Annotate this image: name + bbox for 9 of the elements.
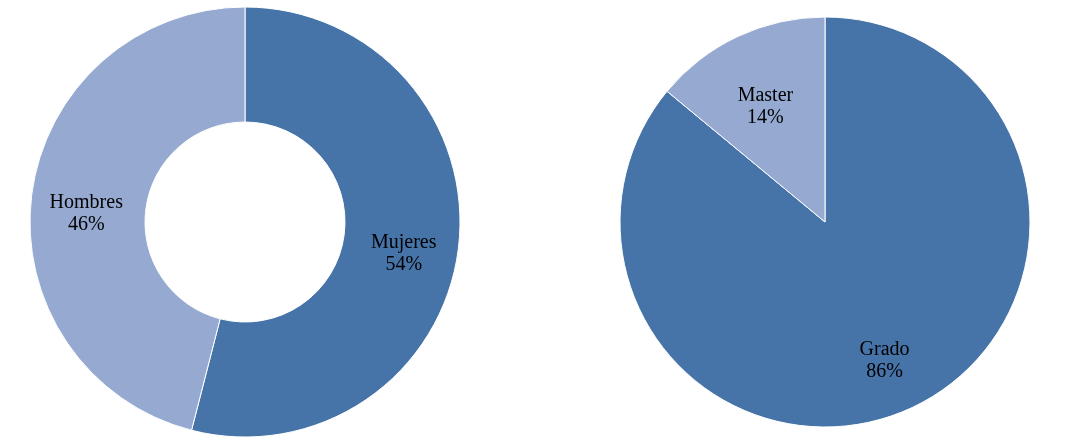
slice-label: Grado xyxy=(859,336,910,359)
slice-label: Hombres xyxy=(49,189,124,212)
pie-slice xyxy=(619,16,1031,428)
data-label: 54% xyxy=(385,252,423,275)
slice-label: Master xyxy=(737,83,794,106)
data-label: 86% xyxy=(866,358,903,381)
data-label: 14% xyxy=(747,105,784,128)
slice-label: Mujeres xyxy=(370,230,437,254)
data-label: 46% xyxy=(67,211,105,234)
